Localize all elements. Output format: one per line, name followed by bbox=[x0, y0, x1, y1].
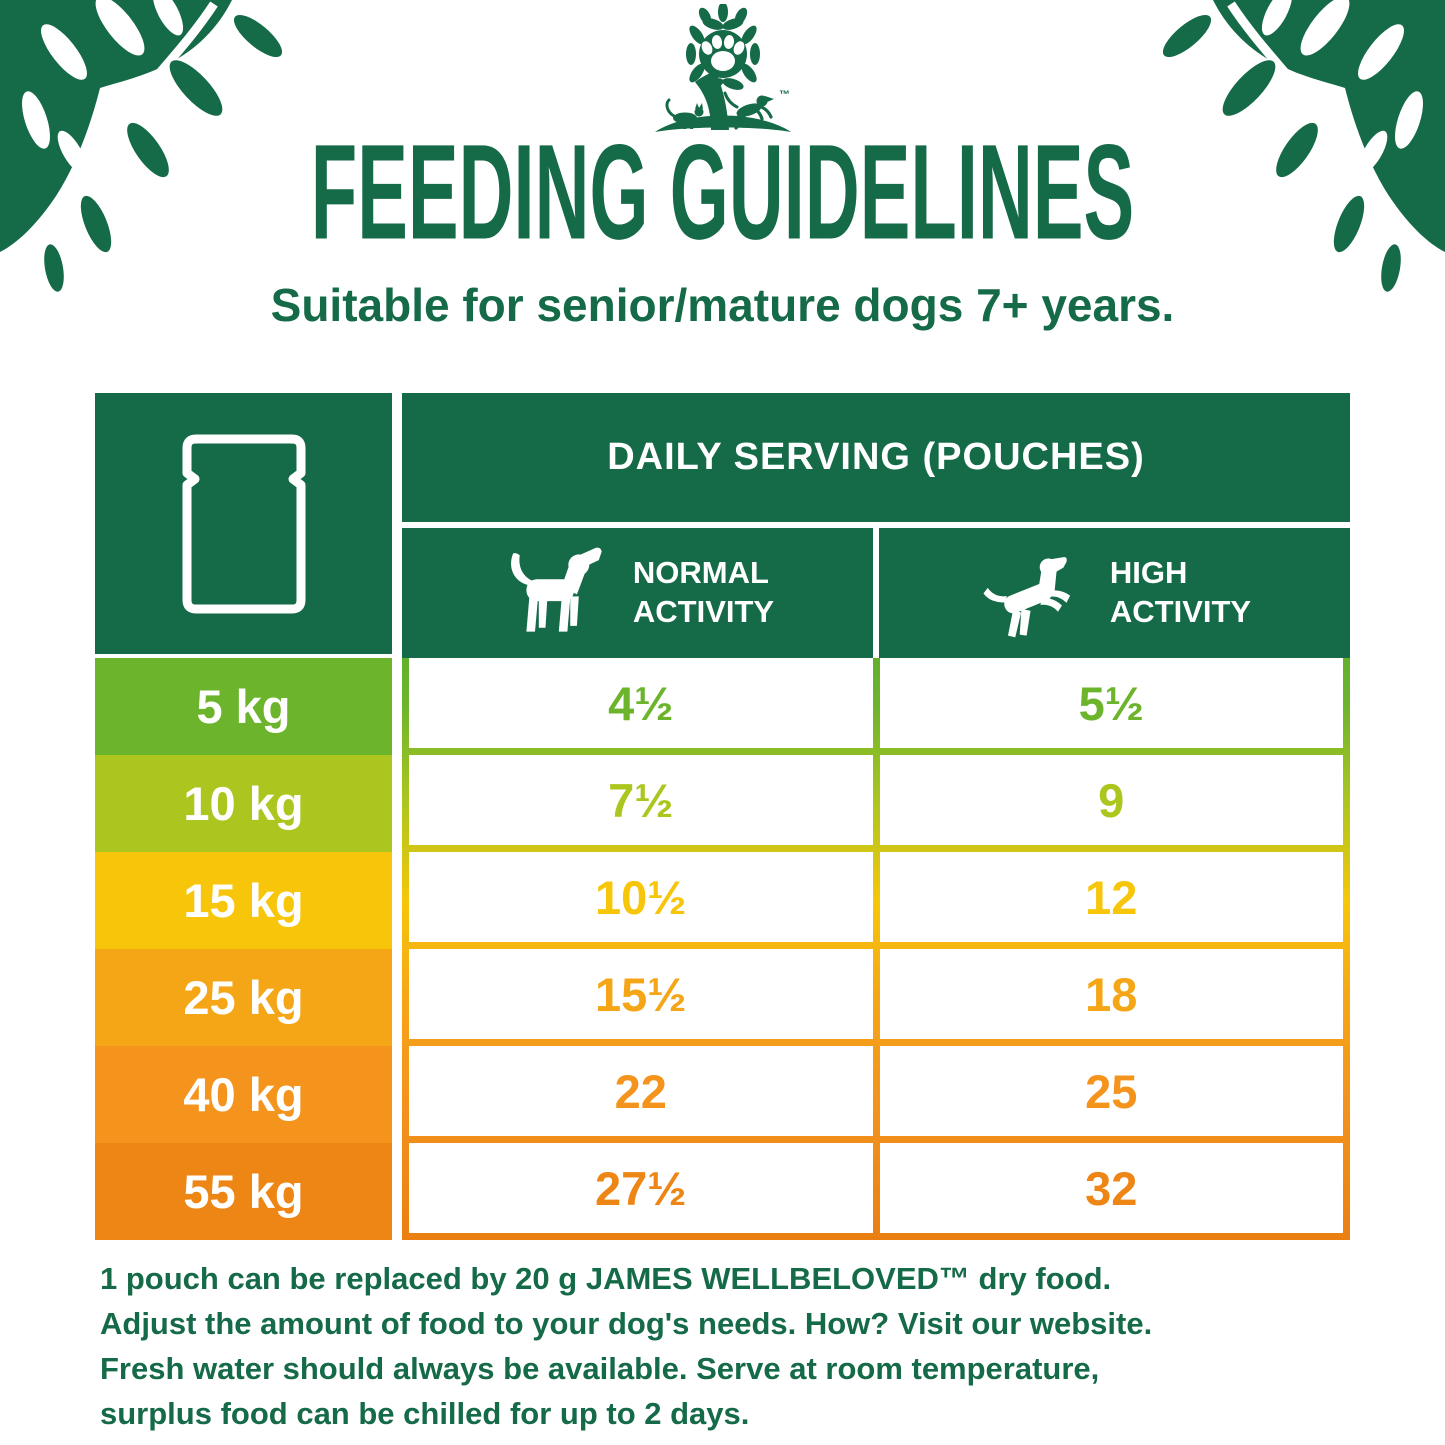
serving-value-normal: 4½ bbox=[409, 658, 873, 748]
serving-value-normal: 10½ bbox=[409, 852, 873, 942]
serving-value-high: 32 bbox=[879, 1143, 1343, 1233]
serving-values: 4½ 5½ 7½ 9 10½ 12 15½ 18 22 25 27½ 32 bbox=[402, 658, 1350, 1240]
high-activity-line1: HIGH bbox=[1109, 555, 1188, 591]
header-divider bbox=[402, 522, 1350, 528]
high-activity-line2: ACTIVITY bbox=[1109, 594, 1252, 629]
serving-value-high: 25 bbox=[879, 1046, 1343, 1136]
serving-value-normal: 22 bbox=[409, 1046, 873, 1136]
footnote-line: 1 pouch can be replaced by 20 g JAMES WE… bbox=[100, 1261, 1112, 1296]
activity-divider bbox=[873, 528, 879, 658]
serving-value-high: 9 bbox=[879, 755, 1343, 845]
leaf-decoration-top-left bbox=[0, 0, 330, 300]
leaf-branch-icon bbox=[1162, 0, 1445, 292]
jumping-dog-icon bbox=[983, 557, 1070, 638]
high-activity-label: HIGH ACTIVITY bbox=[1110, 554, 1251, 632]
weight-row-label: 10 kg bbox=[95, 755, 392, 852]
normal-activity-line2: ACTIVITY bbox=[632, 594, 775, 629]
normal-activity-line1: NORMAL bbox=[632, 555, 769, 591]
footnote: 1 pouch can be replaced by 20 g JAMES WE… bbox=[100, 1256, 1152, 1436]
weight-row-label: 55 kg bbox=[95, 1143, 392, 1240]
serving-value-normal: 15½ bbox=[409, 949, 873, 1039]
activity-header-row: NORMAL ACTIVITY bbox=[402, 528, 1350, 658]
daily-serving-header: DAILY SERVING (POUCHES) bbox=[607, 436, 1145, 478]
serving-value-normal: 27½ bbox=[409, 1143, 873, 1233]
footnote-line: surplus food can be chilled for up to 2 … bbox=[100, 1396, 750, 1431]
leaf-decoration-top-right bbox=[1115, 0, 1445, 300]
page-title-text: FEEDING GUIDELINES bbox=[310, 117, 1135, 269]
weight-row-label: 15 kg bbox=[95, 852, 392, 949]
serving-value-high: 18 bbox=[879, 949, 1343, 1039]
logo-trademark: ™ bbox=[779, 89, 790, 101]
feeding-table: 5 kg 10 kg 15 kg 25 kg 40 kg 55 kg DAILY… bbox=[95, 393, 1350, 1240]
weight-row-label: 25 kg bbox=[95, 949, 392, 1046]
high-activity-header: HIGH ACTIVITY bbox=[879, 528, 1350, 658]
serving-grid: DAILY SERVING (POUCHES) bbox=[402, 393, 1350, 1240]
serving-value-high: 5½ bbox=[879, 658, 1343, 748]
weight-row-label: 40 kg bbox=[95, 1046, 392, 1143]
footnote-line: Fresh water should always be available. … bbox=[100, 1351, 1100, 1386]
tree-paw-cat-dog-logo: ™ bbox=[654, 2, 791, 132]
pouch-header-cell bbox=[95, 393, 392, 654]
weight-row-label: 5 kg bbox=[95, 658, 392, 755]
leaf-branch-icon bbox=[0, 0, 283, 292]
weight-column: 5 kg 10 kg 15 kg 25 kg 40 kg 55 kg bbox=[95, 393, 392, 1240]
page-title: FEEDING GUIDELINES bbox=[0, 125, 1445, 260]
normal-activity-label: NORMAL ACTIVITY bbox=[633, 554, 774, 632]
footnote-line: Adjust the amount of food to your dog's … bbox=[100, 1306, 1153, 1341]
serving-value-high: 12 bbox=[879, 852, 1343, 942]
page-subtitle: Suitable for senior/mature dogs 7+ years… bbox=[270, 279, 1175, 331]
pouch-icon bbox=[182, 434, 305, 613]
normal-activity-header: NORMAL ACTIVITY bbox=[402, 528, 873, 658]
serving-grid-header: DAILY SERVING (POUCHES) bbox=[402, 393, 1350, 658]
brand-logo: ™ bbox=[643, 2, 803, 144]
serving-value-normal: 7½ bbox=[409, 755, 873, 845]
standing-dog-icon bbox=[510, 547, 602, 632]
